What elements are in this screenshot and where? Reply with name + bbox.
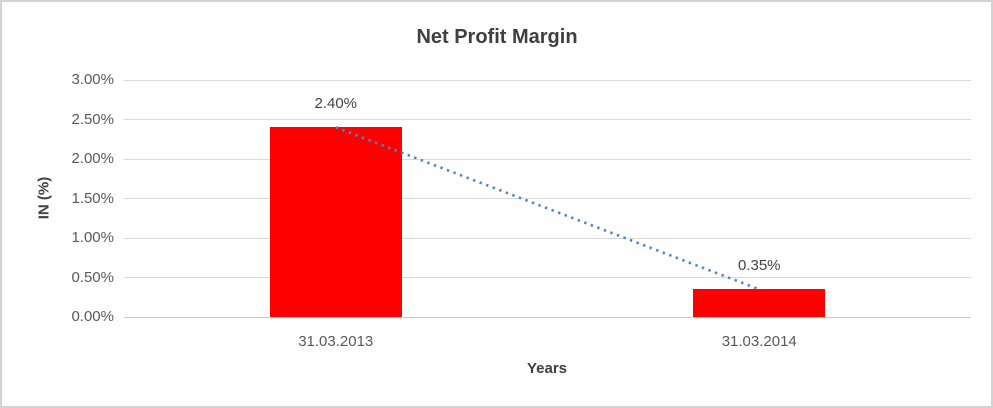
y-tick-label: 0.50% [71,268,114,286]
y-tick-label: 2.50% [71,110,114,128]
y-tick-label: 0.00% [71,308,114,325]
gridline [124,119,971,120]
x-category-label: 31.03.2013 [298,333,374,350]
x-axis-title: Years [526,360,568,377]
y-tick-label: 3.00% [71,71,114,88]
bar-data-label: 0.35% [737,257,781,275]
plot-area: 2.40% 31.03.2013 0.35% 31.03.2014 [124,79,971,350]
y-tick-label: 2.00% [71,150,114,167]
gridline [124,158,971,160]
x-axis-line [124,316,971,318]
x-category-label: 31.03.2014 [721,333,797,350]
gridline [124,79,971,81]
bar-31.03.2014 [693,289,826,317]
chart-title: Net Profit Margin [416,26,578,48]
gridline [124,237,971,239]
y-tick-label: 1.00% [71,229,114,246]
bar-data-label: 2.40% [314,95,358,113]
y-tick-label: 1.50% [71,189,114,207]
bar-31.03.2013 [269,127,402,317]
gridline [124,198,971,199]
gridline [124,277,971,278]
